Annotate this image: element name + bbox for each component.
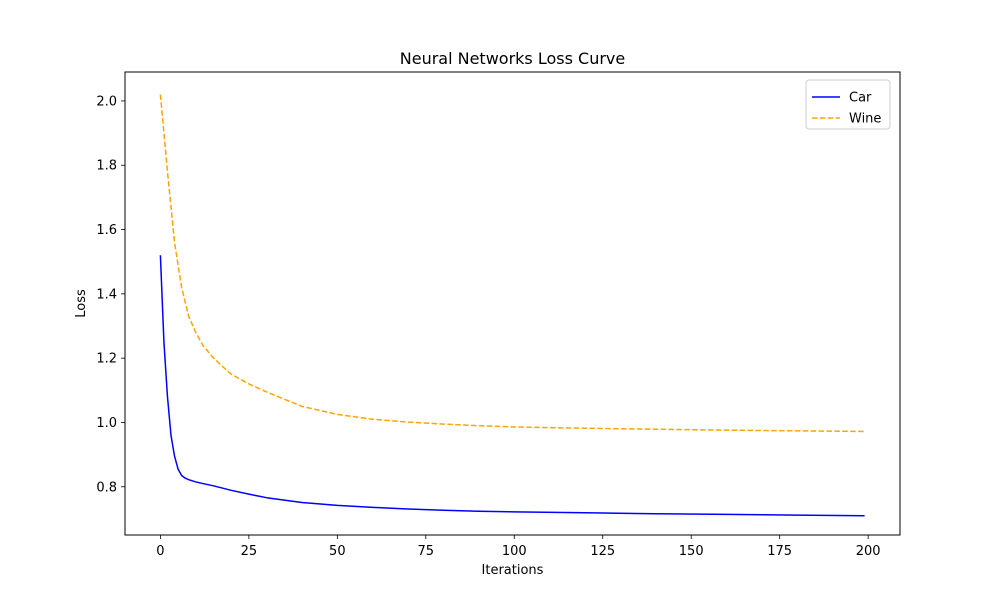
x-tick-label: 50 (329, 544, 346, 559)
legend-label-car: Car (849, 91, 872, 106)
x-tick-label: 175 (767, 544, 792, 559)
y-axis-label: Loss (74, 289, 89, 318)
y-axis-ticks: 0.8 1.0 1.2 1.4 1.6 1.8 2.0 (96, 94, 125, 495)
legend-label-wine: Wine (849, 112, 881, 127)
x-axis-ticks: 0 25 50 75 100 125 150 175 200 (156, 535, 881, 559)
x-tick-label: 75 (418, 544, 435, 559)
x-tick-label: 125 (590, 544, 615, 559)
x-tick-label: 100 (502, 544, 527, 559)
y-tick-label: 1.0 (96, 416, 117, 431)
x-tick-label: 200 (856, 544, 881, 559)
chart-title: Neural Networks Loss Curve (400, 49, 625, 68)
y-tick-label: 2.0 (96, 94, 117, 109)
y-tick-label: 1.4 (96, 287, 117, 302)
series-line-wine (159, 94, 865, 433)
x-tick-label: 0 (156, 544, 164, 559)
y-tick-label: 1.2 (96, 352, 117, 367)
legend: Car Wine (805, 79, 891, 130)
y-tick-label: 1.8 (96, 159, 117, 174)
x-axis-label: Iterations (482, 563, 544, 578)
y-tick-label: 1.6 (96, 223, 117, 238)
x-tick-label: 25 (241, 544, 258, 559)
axes-frame (124, 71, 901, 536)
legend-box (805, 79, 891, 130)
x-tick-label: 150 (679, 544, 704, 559)
series-line-car (159, 255, 865, 517)
series-layer (159, 94, 865, 517)
y-tick-label: 0.8 (96, 480, 117, 495)
